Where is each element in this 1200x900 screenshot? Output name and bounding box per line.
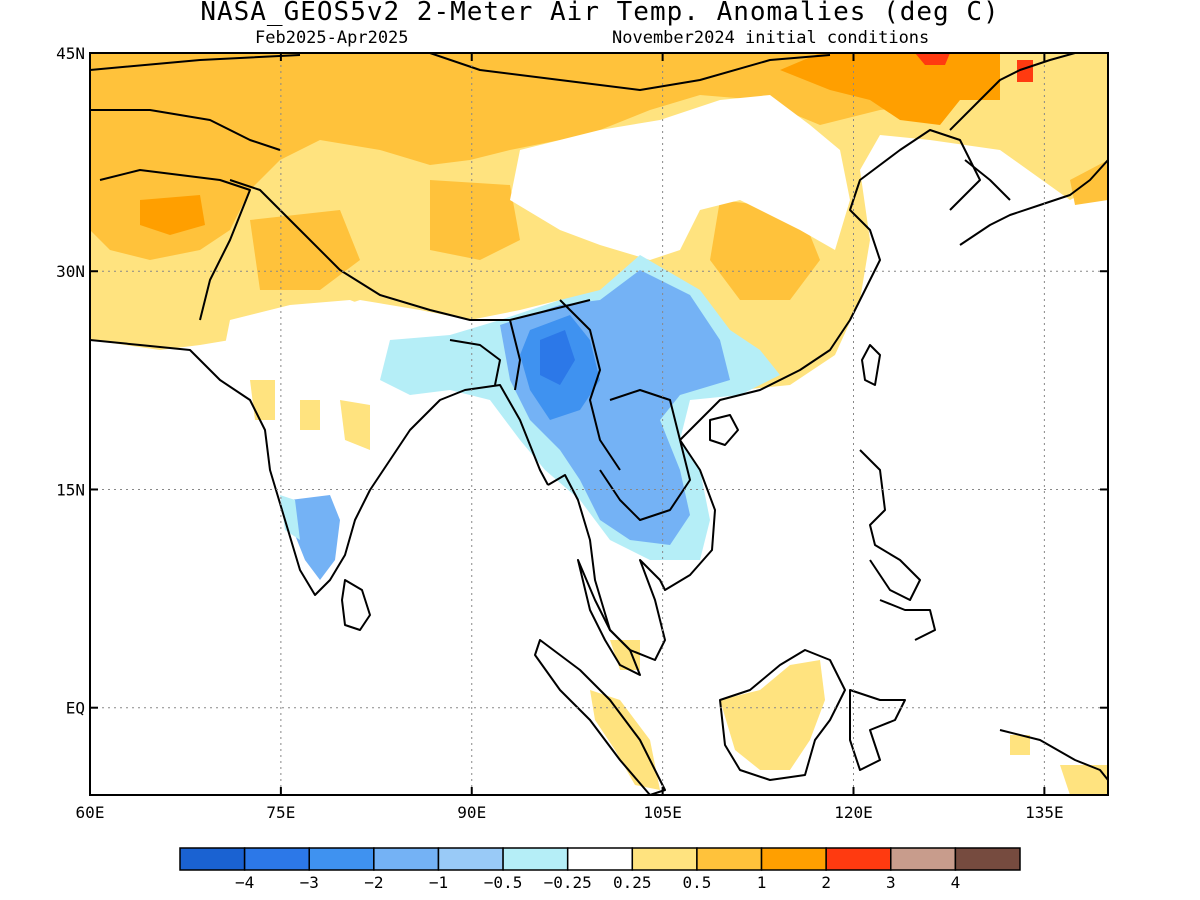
- anomaly-cool-southindia: [290, 495, 340, 580]
- anomaly-warm-png: [1010, 735, 1108, 795]
- coastline-sulawesi: [849, 689, 906, 771]
- border-china-north: [90, 53, 831, 91]
- colorbar-label: −0.5: [484, 873, 523, 892]
- border-central-asia: [90, 109, 281, 151]
- lon-tick-label: 75E: [266, 803, 295, 822]
- coastline-borneo: [719, 649, 846, 781]
- forecast-period: Feb2025-Apr2025: [255, 28, 409, 48]
- colorbar-label: −0.25: [544, 873, 592, 892]
- axis-ticks: [89, 52, 1108, 795]
- anomaly-warm-sumatra: [590, 690, 660, 790]
- border-myanmar: [509, 299, 621, 471]
- border-laos-vietnam: [599, 389, 691, 521]
- anomaly-warm-northeast: [780, 53, 1000, 125]
- coastline-hainan: [709, 414, 739, 446]
- anomaly-warm-india-spots: [250, 380, 370, 450]
- coastlines: [90, 53, 1108, 795]
- colorbar-label: −3: [300, 873, 319, 892]
- colorbar-swatch: [502, 847, 569, 871]
- coastline-india: [90, 339, 549, 596]
- anomaly-hot-spot: [915, 53, 1033, 82]
- colorbar-label: −4: [235, 873, 254, 892]
- anomaly-cool-southindia-light: [280, 495, 300, 540]
- colorbar-label: −2: [364, 873, 383, 892]
- colorbar-swatch: [760, 847, 827, 871]
- anomaly-warm-tibet: [250, 180, 820, 300]
- colorbar-swatch: [308, 847, 375, 871]
- colorbar-label: 3: [886, 873, 896, 892]
- lat-tick-label: 30N: [56, 262, 85, 281]
- lat-tick-label: EQ: [66, 699, 85, 718]
- lon-tick-label: 60E: [76, 803, 105, 822]
- colorbar-swatch: [243, 847, 310, 871]
- coastline-png: [999, 729, 1108, 781]
- map-frame: [89, 52, 1109, 796]
- anomaly-cool-peak: [540, 330, 575, 385]
- coastline-philippines: [859, 449, 936, 641]
- colorbar: −4 −3 −2 −1 −0.5 −0.25 0.25 0.5 1 2 3 4: [179, 847, 1021, 892]
- colorbar-swatch: [696, 847, 763, 871]
- colorbar-label: 0.5: [682, 873, 711, 892]
- coastline-japan: [959, 159, 1108, 246]
- colorbar-label: 2: [821, 873, 831, 892]
- anomaly-neutral-india: [220, 300, 430, 500]
- initial-conditions: November2024 initial conditions: [612, 28, 930, 48]
- coastline-korea: [949, 53, 1076, 201]
- colorbar-swatch: [825, 847, 892, 871]
- lat-tick-label: 15N: [56, 480, 85, 499]
- coastline-srilanka: [341, 579, 371, 631]
- border-bangladesh: [449, 339, 501, 386]
- border-himalaya: [229, 179, 591, 321]
- anomaly-warm-borneo: [720, 660, 825, 770]
- axis-labels: 60E 75E 90E 105E 120E 135E 45N 30N 15N EQ: [56, 44, 1064, 822]
- colorbar-swatch: [954, 847, 1021, 871]
- coastline-taiwan: [861, 344, 881, 386]
- lon-tick-label: 90E: [457, 803, 486, 822]
- chart-title: NASA_GEOS5v2 2-Meter Air Temp. Anomalies…: [200, 0, 1000, 27]
- colorbar-label: 4: [951, 873, 961, 892]
- anomaly-warm-afghan: [140, 195, 205, 235]
- anomaly-neutral-china: [510, 95, 850, 260]
- border-pakistan: [99, 169, 251, 321]
- colorbar-swatch: [373, 847, 440, 871]
- lat-tick-label: 45N: [56, 44, 85, 63]
- colorbar-swatch: [631, 847, 698, 871]
- lon-tick-label: 120E: [834, 803, 873, 822]
- colorbar-swatch: [437, 847, 504, 871]
- graticule: [90, 53, 1108, 795]
- colorbar-swatch: [890, 847, 957, 871]
- lon-tick-label: 135E: [1025, 803, 1064, 822]
- colorbar-label: −1: [429, 873, 448, 892]
- coastline-sumatra: [534, 639, 666, 795]
- colorbar-label: 0.25: [613, 873, 652, 892]
- anomaly-fields: [90, 53, 1108, 795]
- coastline-malaya: [577, 559, 641, 676]
- colorbar-swatch: [179, 847, 246, 871]
- colorbar-swatch: [566, 847, 634, 871]
- lon-tick-label: 105E: [643, 803, 682, 822]
- colorbar-label: 1: [757, 873, 767, 892]
